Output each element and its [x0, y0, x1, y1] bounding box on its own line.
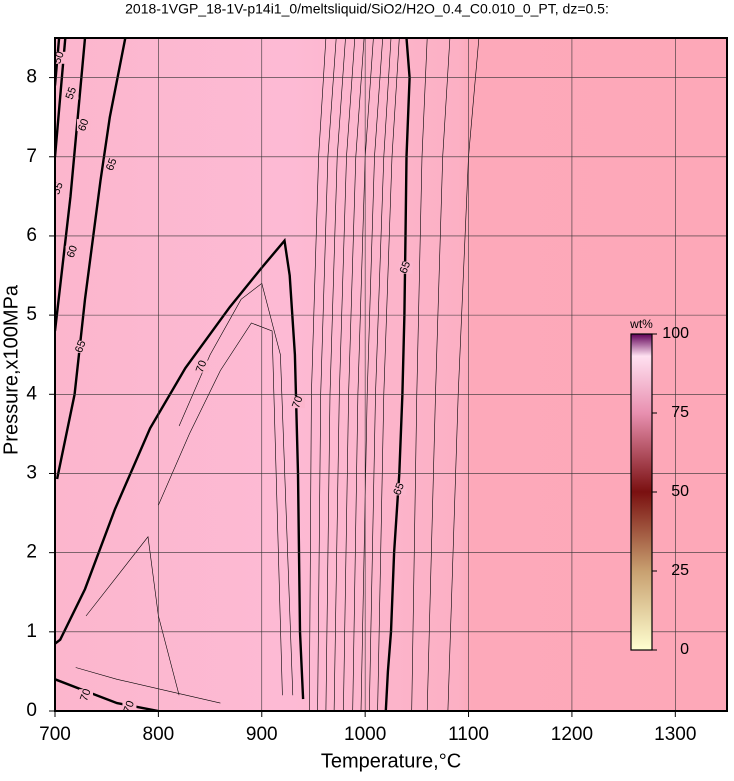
contour-label-bg: [122, 701, 137, 711]
contour-line: [55, 237, 305, 700]
contour-label: 50: [51, 50, 66, 66]
colorbar-tick-label: 0: [680, 641, 689, 658]
contour-label-bg: [290, 396, 305, 409]
contour-label: 70: [290, 394, 305, 410]
contour-label-bg: [398, 261, 413, 274]
x-tick-label: 1000: [344, 724, 386, 745]
y-tick-label: 2: [26, 542, 37, 563]
y-tick-label: 3: [26, 462, 37, 483]
y-tick-label: 1: [26, 621, 37, 642]
contour-label-bg: [55, 51, 67, 64]
x-tick-label: 700: [39, 724, 71, 745]
y-tick-label: 6: [26, 225, 37, 246]
colorbar: [630, 333, 653, 651]
colorbar-tick-label: 50: [671, 483, 689, 500]
colorbar-label: wt%: [629, 317, 653, 331]
contour-label-bg: [76, 119, 91, 132]
minor-contour: [85, 536, 180, 696]
contour-label: 65: [391, 481, 406, 497]
x-tick-label: 900: [246, 724, 278, 745]
contour-line: [55, 38, 127, 480]
contour-label: 70: [78, 687, 93, 703]
y-tick-label: 0: [26, 700, 37, 721]
minor-contour: [75, 667, 221, 704]
contour-label: 70: [122, 699, 137, 715]
contour-label-bg: [65, 245, 80, 258]
y-axis-label: Pressure,x100MPa: [0, 284, 22, 455]
contour-label-bg: [64, 87, 79, 100]
plot-area: [55, 38, 727, 711]
contour-line: [55, 38, 87, 332]
plot-frame: [54, 37, 728, 712]
minor-contour: [158, 322, 283, 696]
contour-label: 65: [73, 339, 88, 355]
x-tick-label: 1100: [448, 724, 489, 745]
contour-label-bg: [104, 158, 119, 171]
contour-label-bg: [79, 689, 94, 702]
contour-line: [55, 678, 159, 711]
y-tick-label: 4: [26, 383, 37, 404]
contour-label: 60: [76, 117, 91, 133]
contour-label: 70: [194, 359, 209, 375]
chart-title: 2018-1VGP_18-1V-p14i1_0/meltsliquid/SiO2…: [125, 1, 609, 17]
x-axis-label: Temperature,°C: [321, 750, 461, 772]
y-tick-label: 7: [26, 146, 37, 167]
contour-label: 60: [65, 244, 80, 260]
contour-label: 65: [398, 260, 413, 276]
x-tick-label: 1300: [654, 724, 696, 745]
contour-label-bg: [194, 360, 209, 373]
y-tick-label: 8: [26, 67, 37, 88]
colorbar-tick-label: 75: [671, 404, 689, 421]
x-tick-label: 1200: [551, 724, 593, 745]
colorbar-tick-label: 25: [671, 562, 689, 579]
contour-label-bg: [392, 483, 407, 496]
y-tick-label: 5: [26, 304, 37, 325]
contour-label: 55: [50, 181, 65, 197]
contour-label: 55: [64, 86, 79, 102]
contour-label-bg: [73, 340, 88, 353]
contour-label-bg: [55, 182, 66, 195]
x-tick-label: 800: [143, 724, 175, 745]
colorbar-tick-label: 100: [662, 325, 689, 342]
contour-label: 65: [104, 157, 119, 173]
